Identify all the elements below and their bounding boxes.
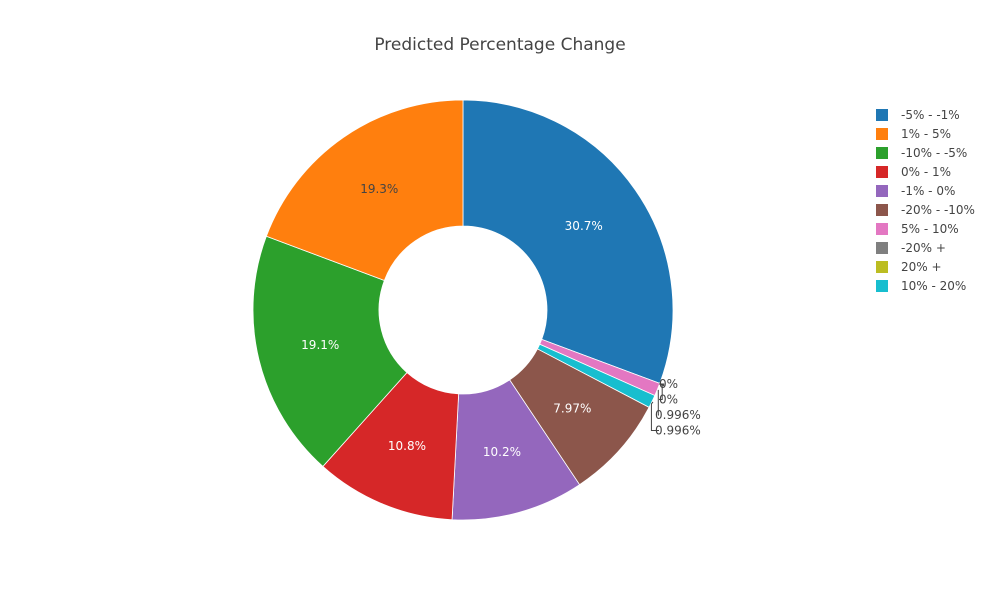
leader-line-10pct-20pct bbox=[650, 401, 659, 431]
legend-item-5pct-1pct[interactable]: -5% - -1% bbox=[876, 108, 960, 122]
legend-item-10pct-5pct[interactable]: -10% - -5% bbox=[876, 146, 967, 160]
slice-labels: 30.7% 7.97% 10.2% 10.8% 19.1% 19.3% bbox=[301, 182, 603, 459]
donut-slices bbox=[252, 99, 674, 521]
legend-swatch bbox=[876, 128, 888, 140]
legend-swatch bbox=[876, 223, 888, 235]
slice-label-0pct-1pct: 10.8% bbox=[388, 439, 426, 453]
legend-label: 5% - 10% bbox=[901, 222, 959, 236]
legend-item-0pct-1pct[interactable]: 0% - 1% bbox=[876, 165, 951, 179]
legend-swatch bbox=[876, 261, 888, 273]
chart-title: Predicted Percentage Change bbox=[374, 35, 625, 55]
outside-label-10pct-20pct: 0.996% bbox=[655, 424, 701, 438]
legend-item-20pct-10pct[interactable]: -20% - -10% bbox=[876, 203, 975, 217]
slice-10pct-5pct[interactable] bbox=[252, 235, 408, 468]
legend-item-10pct-20pct[interactable]: 10% - 20% bbox=[876, 279, 966, 293]
legend-label: 0% - 1% bbox=[901, 165, 951, 179]
legend-item-1pct-0pct[interactable]: -1% - 0% bbox=[876, 184, 955, 198]
legend-swatch bbox=[876, 147, 888, 159]
slice-5pct-1pct[interactable] bbox=[462, 99, 674, 384]
outside-slice-labels: 0%0%0.996%0.996% bbox=[650, 377, 701, 438]
legend-label: -10% - -5% bbox=[901, 146, 967, 160]
leader-line-20pct-plus bbox=[659, 383, 663, 400]
legend-label: 20% + bbox=[901, 260, 942, 274]
outside-label-20pct-plus: 0% bbox=[659, 393, 678, 407]
legend-item-20pct-plus[interactable]: 20% + bbox=[876, 260, 942, 274]
slice-label-1pct-5pct: 19.3% bbox=[360, 182, 398, 196]
legend-label: -1% - 0% bbox=[901, 184, 955, 198]
outside-label-20pct-plus: 0% bbox=[659, 377, 678, 391]
legend-item-5pct-10pct[interactable]: 5% - 10% bbox=[876, 222, 959, 236]
slice-1pct-5pct[interactable] bbox=[265, 99, 464, 282]
legend-label: -20% + bbox=[901, 241, 946, 255]
legend-swatch bbox=[876, 280, 888, 292]
slice-label-20pct-10pct: 7.97% bbox=[553, 401, 591, 415]
legend-label: -20% - -10% bbox=[901, 203, 975, 217]
legend-swatch bbox=[876, 166, 888, 178]
legend-swatch bbox=[876, 109, 888, 121]
legend: -5% - -1% 1% - 5% -10% - -5% 0% - 1% -1% - 0… bbox=[876, 108, 975, 293]
legend-swatch bbox=[876, 185, 888, 197]
legend-item-1pct-5pct[interactable]: 1% - 5% bbox=[876, 127, 951, 141]
slice-label-1pct-0pct: 10.2% bbox=[483, 445, 521, 459]
slice-label-5pct-1pct: 30.7% bbox=[565, 219, 603, 233]
slice-label-10pct-5pct: 19.1% bbox=[301, 338, 339, 352]
leader-line-5pct-10pct bbox=[657, 389, 659, 416]
outside-label-5pct-10pct: 0.996% bbox=[655, 408, 701, 422]
legend-label: 1% - 5% bbox=[901, 127, 951, 141]
legend-item-20pct-plus[interactable]: -20% + bbox=[876, 241, 946, 255]
legend-swatch bbox=[876, 204, 888, 216]
legend-label: 10% - 20% bbox=[901, 279, 966, 293]
legend-label: -5% - -1% bbox=[901, 108, 960, 122]
legend-swatch bbox=[876, 242, 888, 254]
